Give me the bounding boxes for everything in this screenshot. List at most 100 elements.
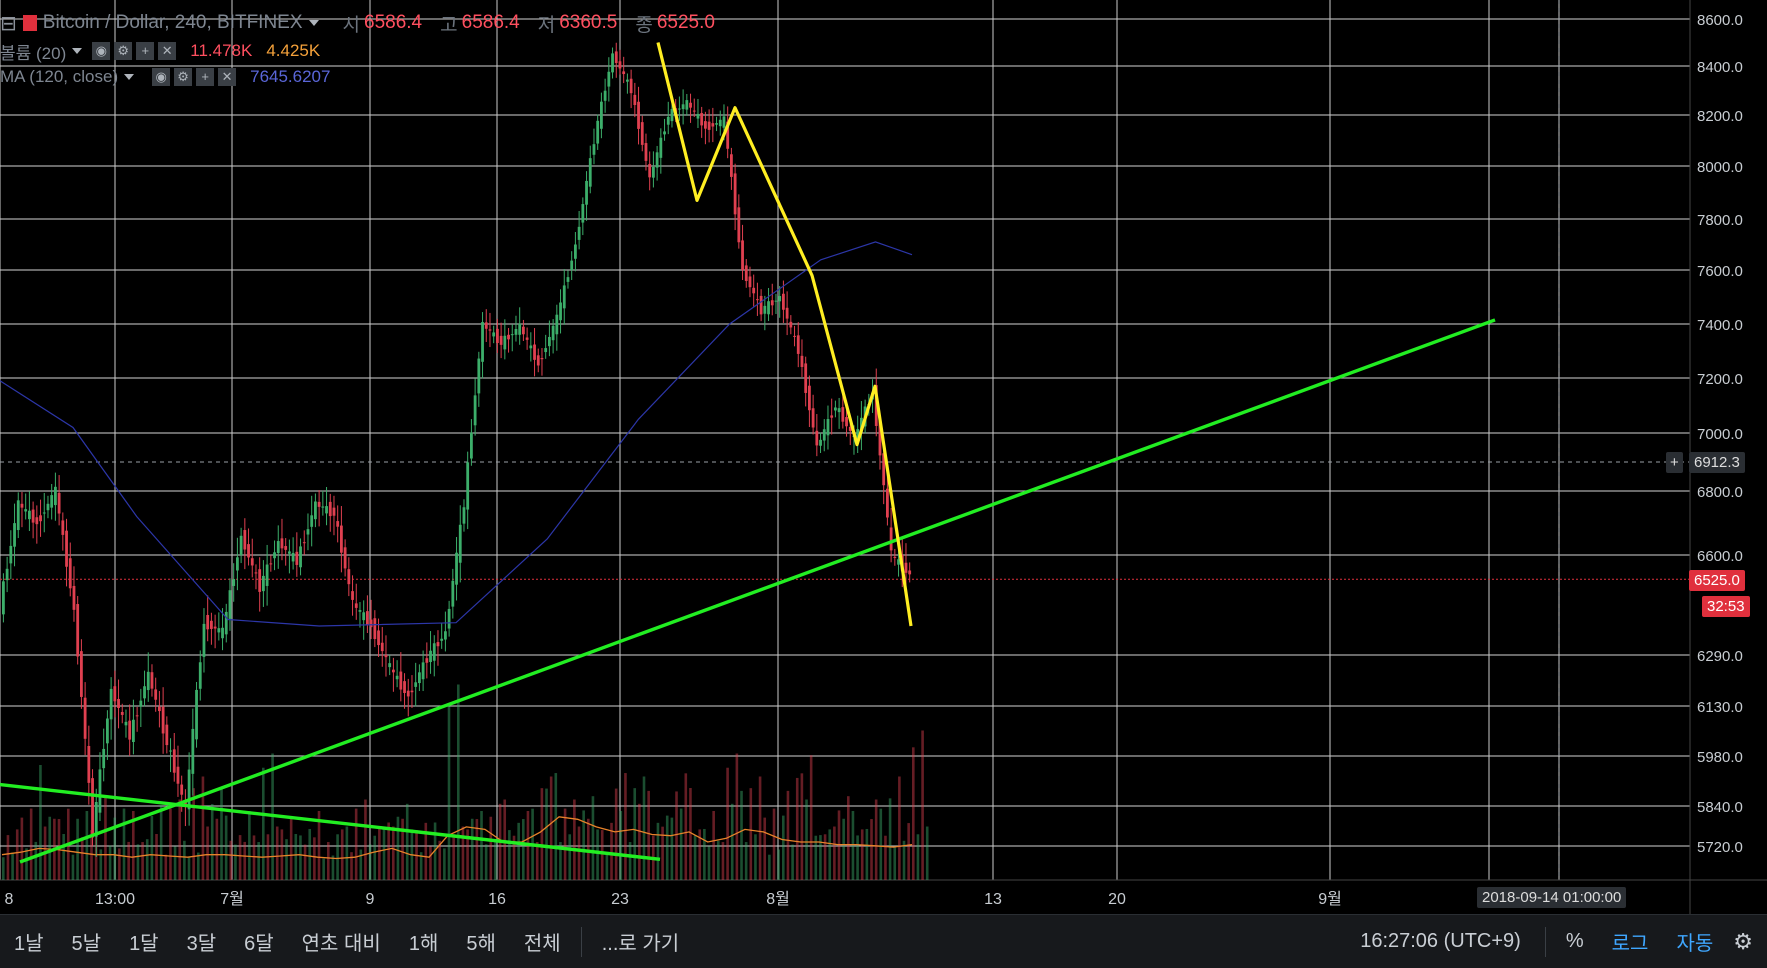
clock-time[interactable]: 16:27:06 (UTC+9) bbox=[1360, 930, 1521, 952]
range-button-0[interactable]: 1날 bbox=[14, 933, 44, 955]
range-button-5[interactable]: 연초 대비 bbox=[301, 933, 381, 955]
volume-bar-23-2 bbox=[438, 840, 442, 880]
candle-body-18-2 bbox=[343, 547, 347, 569]
candle-body-2-1 bbox=[42, 512, 46, 514]
chart-flag-icon bbox=[22, 15, 37, 31]
candle-body-14-1 bbox=[265, 564, 269, 586]
ma-label[interactable]: MA (120, close) bbox=[0, 67, 119, 86]
volume-bar-37-3 bbox=[703, 828, 706, 880]
candle-body-8-4 bbox=[165, 724, 169, 746]
volume-bar-9-3 bbox=[183, 840, 186, 880]
plus-icon[interactable]: + bbox=[196, 68, 215, 86]
volume-bar-12-0 bbox=[224, 815, 228, 880]
range-button-6[interactable]: 1해 bbox=[408, 933, 439, 955]
range-button-8[interactable]: 전체 bbox=[523, 933, 561, 955]
chevron-down-icon[interactable] bbox=[308, 20, 319, 26]
range-button-2[interactable]: 1달 bbox=[129, 933, 159, 955]
candle-body-10-2 bbox=[195, 689, 198, 740]
y-tick-label-14: 5840.0 bbox=[1697, 799, 1743, 816]
symbol-legend[interactable]: ⊟ Bitcoin / Dollar, 240, BITFINEX 시 6586… bbox=[0, 12, 715, 36]
candle-body-8-2 bbox=[158, 706, 161, 712]
y-tick-label-15: 5720.0 bbox=[1697, 839, 1743, 856]
candle-body-3-1 bbox=[61, 520, 65, 535]
menu-icon[interactable]: ⊟ bbox=[0, 12, 17, 35]
gear-icon[interactable]: ⚙ bbox=[174, 68, 193, 86]
gear-icon[interactable]: ⚙ bbox=[1733, 928, 1753, 954]
eye-icon[interactable]: ◉ bbox=[92, 42, 111, 60]
volume-bar-34-0 bbox=[633, 788, 637, 880]
candle-body-40-4 bbox=[759, 295, 763, 315]
candle-body-12-2 bbox=[232, 579, 236, 586]
volume-legend[interactable]: 볼륨 (20) ◉ ⚙ + ✕ 11.478K 4.425K bbox=[0, 40, 320, 63]
volume-bar-35-3 bbox=[665, 815, 669, 880]
candle-body-46-0 bbox=[856, 429, 860, 439]
ma-value: 7645.6207 bbox=[250, 67, 331, 86]
candle-body-44-1 bbox=[822, 429, 826, 441]
candle-body-40-3 bbox=[756, 299, 759, 301]
volume-bar-30-3 bbox=[573, 799, 576, 880]
volume-bar-21-1 bbox=[396, 816, 400, 880]
close-icon[interactable]: ✕ bbox=[218, 68, 237, 86]
volume-bar-29-3 bbox=[554, 773, 558, 880]
candle-body-8-0 bbox=[150, 672, 154, 689]
x-tick-label-6: 8월 bbox=[766, 890, 790, 908]
volume-bar-7-3 bbox=[145, 839, 149, 880]
candle-body-18-4 bbox=[351, 591, 354, 600]
log-toggle[interactable]: 로그 bbox=[1611, 933, 1649, 955]
range-button-3[interactable]: 3달 bbox=[186, 933, 217, 955]
low-value: 6360.5 bbox=[559, 12, 618, 33]
y-tick-label-8: 7000.0 bbox=[1697, 426, 1743, 443]
chevron-down-icon[interactable] bbox=[72, 48, 83, 54]
volume-bar-6-2 bbox=[122, 808, 126, 880]
candle-body-30-4 bbox=[574, 244, 577, 259]
volume-bar-21-3 bbox=[405, 803, 409, 880]
candle-body-16-4 bbox=[314, 501, 317, 520]
volume-bar-19-0 bbox=[354, 808, 358, 880]
volume-bar-36-2 bbox=[679, 808, 683, 880]
percent-toggle[interactable]: % bbox=[1565, 930, 1584, 952]
plus-icon[interactable]: + bbox=[136, 42, 155, 60]
range-button-1[interactable]: 5날 bbox=[71, 933, 102, 955]
price-chart[interactable]: 8600.0 8400.0 8200.0 8000.0 7800.0 7600.0 7400… bbox=[0, 0, 1767, 914]
volume-bar-3-1 bbox=[62, 834, 65, 880]
candle-body-24-4 bbox=[462, 507, 466, 524]
candle-body-44-3 bbox=[830, 415, 834, 418]
candle-body-43-1 bbox=[804, 363, 808, 393]
candle-body-35-1 bbox=[655, 152, 659, 168]
volume-label[interactable]: 볼륨 (20) bbox=[0, 43, 67, 63]
range-button-7[interactable]: 5해 bbox=[466, 933, 496, 955]
close-icon[interactable]: ✕ bbox=[158, 42, 177, 60]
candle-body-34-1 bbox=[637, 101, 640, 129]
candle-body-36-2 bbox=[678, 108, 681, 110]
volume-bar-32-0 bbox=[596, 829, 599, 880]
candle-body-31-2 bbox=[585, 180, 588, 205]
ma-legend[interactable]: MA (120, close) ◉ ⚙ + ✕ 7645.6207 bbox=[0, 66, 330, 88]
candle-body-41-3 bbox=[774, 300, 778, 302]
volume-bar-12-1 bbox=[229, 840, 233, 880]
range-button-4[interactable]: 6달 bbox=[244, 933, 274, 955]
volume-bar-25-0 bbox=[466, 829, 469, 880]
volume-bar-8-3 bbox=[164, 854, 168, 880]
goto-date-button[interactable]: ...로 가기 bbox=[601, 933, 680, 955]
crosshair-plus-icon[interactable]: + bbox=[1666, 452, 1683, 473]
symbol-title[interactable]: Bitcoin / Dollar, 240, BITFINEX bbox=[42, 12, 303, 33]
candle-body-14-3 bbox=[273, 552, 276, 559]
gear-icon[interactable]: ⚙ bbox=[114, 42, 133, 60]
candle-body-38-0 bbox=[707, 121, 711, 130]
moving-average-line bbox=[0, 241, 913, 627]
candle-body-8-3 bbox=[161, 706, 165, 734]
candle-body-19-4 bbox=[369, 619, 373, 628]
candle-body-21-1 bbox=[395, 675, 399, 680]
y-tick-label-6: 7400.0 bbox=[1697, 317, 1743, 334]
candle-body-22-4 bbox=[425, 658, 429, 663]
volume-bar-40-2 bbox=[754, 834, 757, 880]
chevron-down-icon[interactable] bbox=[124, 74, 135, 80]
auto-toggle[interactable]: 자동 bbox=[1676, 933, 1714, 955]
candle-body-3-0 bbox=[57, 492, 61, 514]
eye-icon[interactable]: ◉ bbox=[152, 68, 171, 86]
candle-body-21-4 bbox=[406, 690, 410, 697]
candle-body-17-2 bbox=[325, 506, 328, 514]
volume-bar-24-3 bbox=[461, 826, 465, 880]
x-tick-label-5: 23 bbox=[611, 891, 629, 908]
candle-body-36-4 bbox=[685, 100, 689, 110]
